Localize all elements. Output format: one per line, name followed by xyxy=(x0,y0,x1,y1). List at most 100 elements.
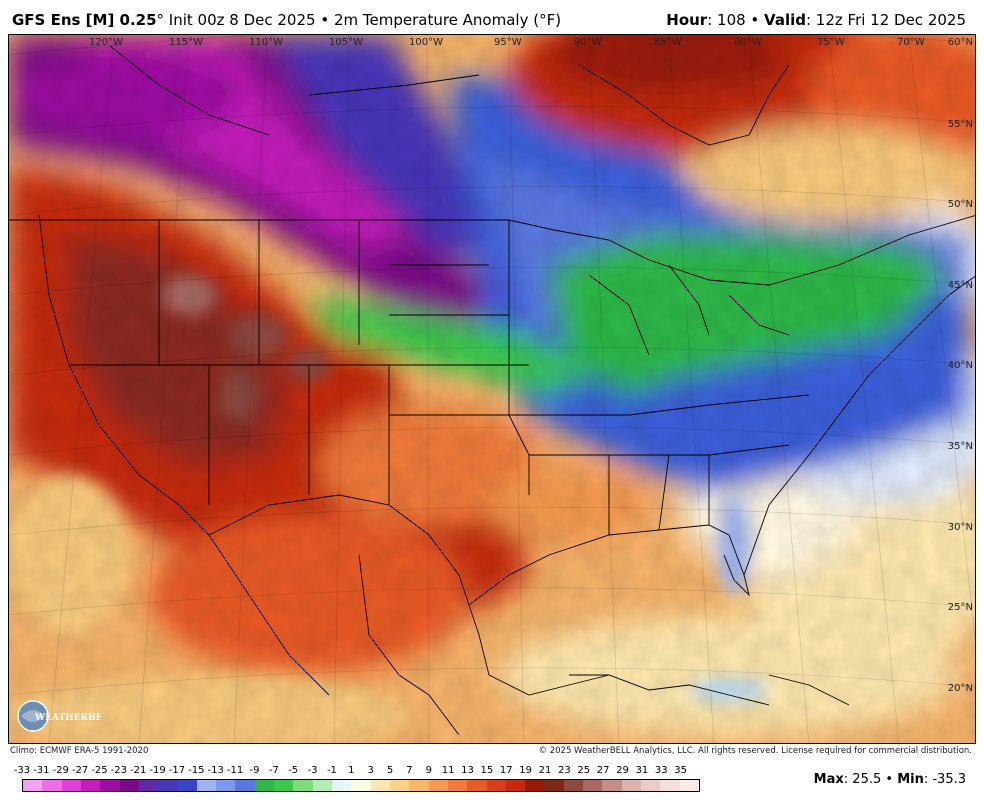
max-min-stats: Max: 25.5 • Min: -35.3 xyxy=(814,772,966,787)
lat-label: 60°N xyxy=(948,37,973,48)
colorbar-tick-label: 7 xyxy=(406,765,413,776)
colorbar-tick-label: -1 xyxy=(326,765,337,776)
colorbar-tick-label: 17 xyxy=(499,765,513,776)
lon-label: 120°W xyxy=(89,37,123,48)
colorbar-tick-label: 29 xyxy=(616,765,629,776)
lon-label: 95°W xyxy=(494,37,522,48)
colorbar-tick-label: 15 xyxy=(480,765,494,776)
field-end: ) xyxy=(555,11,562,29)
colorbar-swatch xyxy=(216,780,236,791)
colorbar-swatch xyxy=(409,780,429,791)
lat-label: 20°N xyxy=(948,683,973,694)
min-value: : -35.3 xyxy=(923,772,966,787)
political-boundaries xyxy=(9,44,975,736)
colorbar-tick-label: -9 xyxy=(249,765,260,776)
colorbar-tick-label: -31 xyxy=(33,765,50,776)
colorbar-swatch xyxy=(235,780,255,791)
hour-value: : 108 xyxy=(707,11,746,29)
lon-label: 105°W xyxy=(329,37,363,48)
colorbar-swatch xyxy=(332,780,352,791)
lat-label: 50°N xyxy=(948,199,973,210)
map-panel: 120°W 115°W 110°W 105°W 100°W 95°W 90°W … xyxy=(8,34,976,744)
colorbar-tick-label: -33 xyxy=(13,765,31,776)
longitude-labels: 120°W 115°W 110°W 105°W 100°W 95°W 90°W … xyxy=(89,37,925,48)
colorbar-tick-label: -27 xyxy=(71,765,89,776)
colorbar-tick-label: 13 xyxy=(461,765,474,776)
colorbar-tick-label: 19 xyxy=(519,765,533,776)
lat-label: 45°N xyxy=(948,280,973,291)
colorbar-swatch xyxy=(428,780,448,791)
max-label: Max xyxy=(813,772,844,787)
colorbar-swatch xyxy=(42,780,62,791)
colorbar-tick-label: 23 xyxy=(558,765,571,776)
colorbar-swatch xyxy=(196,780,217,791)
valid-time-info: Hour: 108 • Valid: 12z Fri 12 Dec 2025 xyxy=(666,11,966,29)
lon-label: 110°W xyxy=(249,37,283,48)
lon-label: 115°W xyxy=(169,37,203,48)
colorbar-swatch xyxy=(621,780,641,791)
weatherbell-logo: WEATHERBELL xyxy=(17,700,101,732)
logo-text: WEATHERBELL xyxy=(34,713,101,723)
min-label: Min xyxy=(897,772,924,787)
colorbar-swatch xyxy=(679,780,699,791)
hour-label: Hour xyxy=(666,11,708,29)
colorbar-swatch xyxy=(100,780,120,791)
colorbar-tick-label: -13 xyxy=(207,765,224,776)
colorbar-swatch xyxy=(23,780,43,791)
lat-label: 35°N xyxy=(948,441,973,452)
lat-label: 40°N xyxy=(948,360,973,371)
colorbar-tick-label: -5 xyxy=(288,765,299,776)
degree-symbol: ° xyxy=(156,11,165,29)
colorbar-swatch xyxy=(119,780,139,791)
lat-label: 30°N xyxy=(948,522,973,533)
latitude-labels: 60°N 55°N 50°N 45°N 40°N 35°N 30°N 25°N … xyxy=(948,37,973,694)
lon-label: 75°W xyxy=(817,37,845,48)
colorbar-swatch xyxy=(312,780,332,791)
model-name: GFS Ens [M] 0.25 xyxy=(12,11,157,29)
colorbar-swatch xyxy=(602,780,622,791)
lon-label: 80°W xyxy=(734,37,762,48)
colorbar-tick-label: 5 xyxy=(386,765,394,776)
lon-label: 90°W xyxy=(574,37,602,48)
temperature-anomaly-map: 120°W 115°W 110°W 105°W 100°W 95°W 90°W … xyxy=(9,35,975,743)
colorbar-tick-label: 9 xyxy=(425,765,432,776)
colorbar-swatch xyxy=(583,780,603,791)
lon-label: 70°W xyxy=(897,37,925,48)
colorbar-swatch xyxy=(389,780,410,791)
unit-label: °F xyxy=(539,11,556,29)
init-time: Init 00z 8 Dec 2025 xyxy=(164,11,316,29)
colorbar-swatch xyxy=(177,780,197,791)
colorbar-tick-label: 3 xyxy=(367,765,374,776)
field-name: 2m Temperature Anomaly ( xyxy=(333,11,540,29)
colorbar-tick-label: 25 xyxy=(577,765,591,776)
map-title: GFS Ens [M] 0.25° Init 00z 8 Dec 2025 • … xyxy=(12,11,561,29)
colorbar-swatch xyxy=(138,780,159,791)
valid-value: : 12z Fri 12 Dec 2025 xyxy=(805,11,966,29)
colorbar-swatch xyxy=(525,780,545,791)
colorbar-tick-label: 33 xyxy=(654,765,668,776)
lat-label: 55°N xyxy=(948,119,973,130)
colorbar-tick-label: -15 xyxy=(188,765,205,776)
colorbar-tick-label: -17 xyxy=(168,765,186,776)
colorbar-tick-label: -23 xyxy=(110,765,128,776)
colorbar-swatch xyxy=(486,780,506,791)
colorbar-swatch xyxy=(660,780,680,791)
colorbar-tick-label: -19 xyxy=(149,765,166,776)
lat-label: 25°N xyxy=(948,602,973,613)
colorbar-swatch xyxy=(254,780,275,791)
colorbar-swatch xyxy=(158,780,178,791)
colorbar-swatch xyxy=(370,780,390,791)
graticule xyxy=(9,35,975,743)
climo-note: Climo: ECMWF ERA-5 1991-2020 xyxy=(10,746,149,756)
header-bar: GFS Ens [M] 0.25° Init 00z 8 Dec 2025 • … xyxy=(0,0,984,34)
colorbar-tick-label: -25 xyxy=(91,765,108,776)
colorbar-ticks: -33 -31 -29 -27 -25 -23 -21 -19 -17 -15 -13 -11 -9 -7… xyxy=(13,765,706,778)
hour-separator: • xyxy=(745,11,765,29)
colorbar-tick-label: -21 xyxy=(130,765,147,776)
valid-label: Valid xyxy=(764,11,806,29)
colorbar-swatch xyxy=(61,780,81,791)
colorbar-tick-label: -3 xyxy=(307,765,318,776)
colorbar-tick-label: 35 xyxy=(674,765,687,776)
colorbar-swatch xyxy=(641,780,661,791)
lon-label: 85°W xyxy=(654,37,682,48)
